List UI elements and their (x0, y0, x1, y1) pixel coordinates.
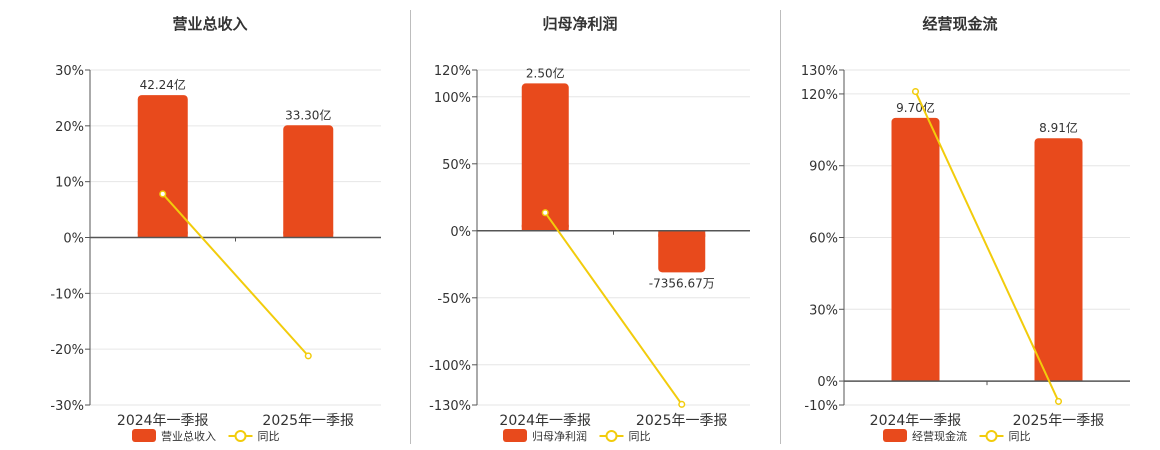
legend-bar-label: 归母净利润 (532, 429, 587, 443)
legend-line-label: 同比 (1009, 430, 1031, 443)
yoy-line (914, 91, 1060, 402)
x-tick-label: 2025年一季报 (262, 413, 354, 429)
bar-base (658, 230, 706, 237)
y-tick-label: 10% (55, 176, 84, 191)
bar (891, 117, 940, 382)
legend-bar-swatch (883, 429, 907, 442)
legend-line-label: 同比 (629, 430, 651, 443)
bar (658, 230, 706, 273)
chart-title: 经营现金流 (922, 15, 997, 33)
y-tick-label: -50% (437, 292, 471, 307)
y-tick-label: 0% (817, 375, 838, 390)
chart-title: 营业总收入 (172, 15, 247, 33)
legend-bar-label: 营业总收入 (161, 429, 216, 443)
y-tick-label: 20% (55, 120, 84, 135)
legend-bar-swatch (503, 429, 527, 442)
bar-base (1034, 375, 1083, 382)
bar (521, 83, 569, 231)
yoy-point (678, 400, 686, 408)
bar-data-label: 33.30亿 (285, 107, 331, 122)
yoy-point (159, 190, 167, 198)
yoy-point (1054, 397, 1063, 405)
yoy-line (162, 193, 309, 357)
x-tick-label: 2024年一季报 (499, 413, 591, 429)
panel-divider-1 (410, 10, 411, 444)
panel-divider-2 (780, 10, 781, 444)
yoy-point (304, 352, 312, 360)
legend-bar-label: 经营现金流 (912, 429, 967, 443)
legend-line-marker (234, 430, 247, 442)
yoy-point (541, 209, 549, 217)
bar-base (891, 375, 940, 382)
x-tick-label: 2024年一季报 (870, 413, 962, 429)
yoy-point (911, 87, 920, 96)
yoy-line (544, 212, 683, 405)
y-tick-label: 120% (801, 88, 838, 103)
bar-base (521, 224, 569, 231)
y-tick-label: 90% (809, 160, 838, 175)
bar-data-label: 2.50亿 (526, 65, 565, 80)
legend-bar-swatch (132, 429, 156, 442)
legend-line-marker (985, 430, 998, 442)
y-tick-label: -30% (50, 399, 84, 414)
bar-data-label: 9.70亿 (896, 100, 935, 115)
legend-line-label: 同比 (258, 430, 280, 443)
x-tick-label: 2025年一季报 (1013, 413, 1105, 429)
bar (283, 125, 334, 238)
y-tick-label: -20% (50, 343, 84, 358)
bar-data-label: -7356.67万 (649, 276, 715, 290)
bar-base (283, 231, 334, 238)
y-tick-label: 120% (434, 64, 471, 79)
bar (1034, 138, 1083, 382)
bar-base (137, 231, 188, 238)
chart-title: 归母净利润 (542, 15, 617, 33)
y-tick-label: 130% (801, 64, 838, 79)
bar-data-label: 8.91亿 (1039, 120, 1078, 135)
y-tick-label: 0% (450, 225, 471, 240)
y-tick-label: 0% (63, 232, 84, 247)
x-tick-label: 2024年一季报 (117, 413, 209, 429)
x-tick-label: 2025年一季报 (636, 413, 728, 429)
y-tick-label: -130% (429, 399, 471, 414)
y-tick-label: 50% (442, 158, 471, 173)
bar-data-label: 42.24亿 (140, 77, 186, 92)
legend-line-marker (605, 430, 618, 442)
bar (137, 95, 188, 238)
y-tick-label: -100% (429, 359, 471, 374)
y-tick-label: 30% (55, 64, 84, 79)
y-tick-label: 60% (809, 232, 838, 247)
y-tick-label: 100% (434, 91, 471, 106)
y-tick-label: -10% (50, 287, 84, 302)
y-tick-label: -10% (804, 399, 838, 414)
y-tick-label: 30% (809, 303, 838, 318)
